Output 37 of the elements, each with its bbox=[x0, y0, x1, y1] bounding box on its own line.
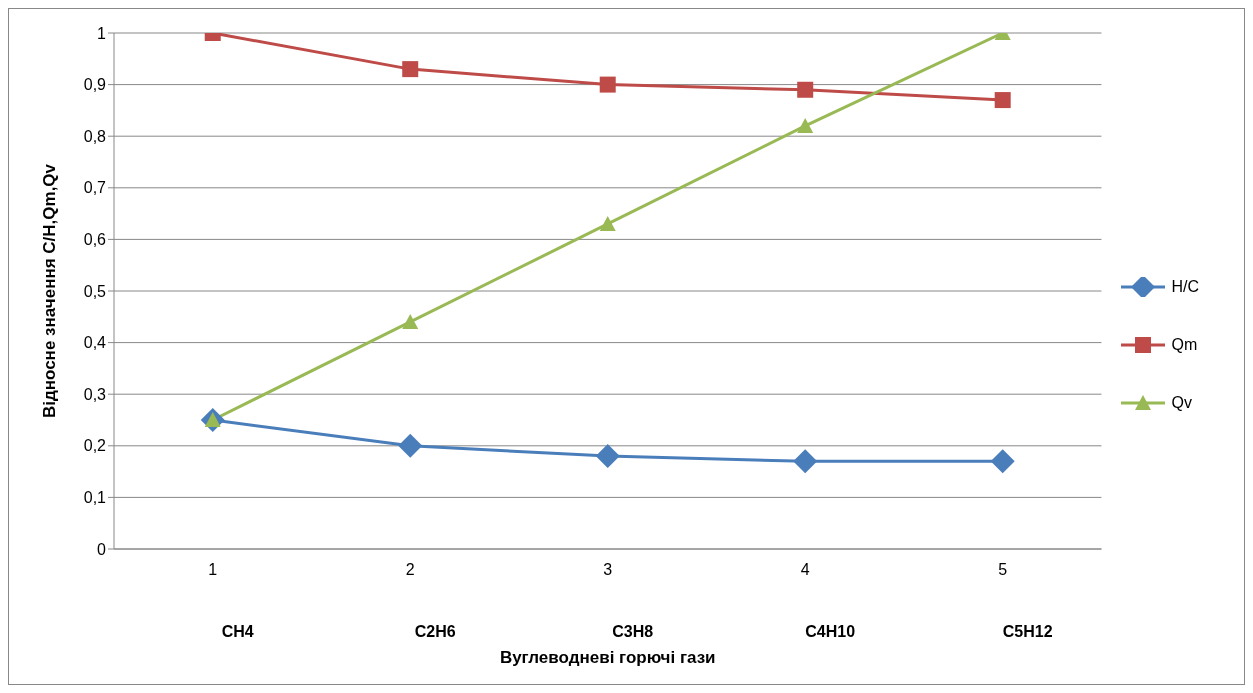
x-tick-label: 2 bbox=[405, 561, 415, 578]
y-tick-label: 0,1 bbox=[83, 489, 107, 507]
point bbox=[599, 76, 616, 93]
y-tick-label: 0,5 bbox=[83, 282, 107, 300]
text: C3H8 bbox=[612, 623, 654, 640]
point bbox=[994, 92, 1011, 109]
point bbox=[797, 81, 814, 98]
y-tick-label: 0,6 bbox=[83, 231, 107, 249]
legend-label: H/C bbox=[1171, 278, 1199, 296]
x-tick-label: 4 bbox=[800, 561, 810, 578]
y-tick-label: 0 bbox=[97, 540, 107, 558]
x-axis-title: Вуглеводневі горючі гази bbox=[499, 648, 716, 667]
y-tick-label: 0,4 bbox=[83, 334, 107, 352]
y-tick-label: 0,3 bbox=[83, 385, 107, 403]
point bbox=[595, 444, 620, 469]
legend-label: Qm bbox=[1171, 336, 1198, 354]
y-tick-label: 0,8 bbox=[83, 127, 107, 145]
y-axis-title: Відносне значення C/H,Qm,Qv bbox=[40, 163, 60, 419]
point bbox=[402, 313, 419, 329]
x-tick-label: 1 bbox=[208, 561, 218, 578]
text: C4H10 bbox=[805, 623, 856, 640]
y-tick-label: 0,7 bbox=[83, 179, 107, 197]
text: C5H12 bbox=[1002, 623, 1053, 640]
legend-label: Qv bbox=[1171, 394, 1192, 412]
x-tick-label: 3 bbox=[603, 561, 613, 578]
text: C2H6 bbox=[414, 623, 456, 640]
point bbox=[793, 449, 818, 474]
text: CH4 bbox=[221, 623, 254, 640]
point bbox=[398, 433, 423, 458]
y-tick-label: 1 bbox=[97, 24, 107, 42]
point bbox=[599, 215, 616, 231]
x-tick-label: 5 bbox=[998, 561, 1008, 578]
point bbox=[402, 61, 419, 78]
y-tick-label: 0,2 bbox=[83, 437, 107, 455]
y-tick-label: 0,9 bbox=[83, 76, 107, 94]
point bbox=[797, 117, 814, 133]
point bbox=[990, 449, 1015, 474]
